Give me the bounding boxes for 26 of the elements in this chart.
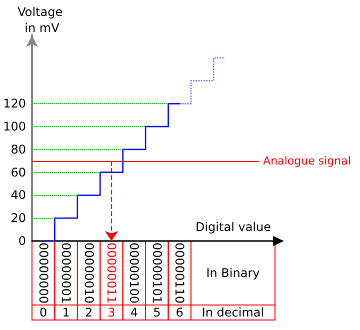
x-axis-title: Digital value — [195, 220, 271, 234]
x-tick-label: 00000011 — [104, 242, 118, 304]
x-tick-label: 00000110 — [172, 242, 187, 304]
y-tick-label: 0 — [18, 234, 26, 248]
text: 5 — [153, 306, 161, 320]
text: 6 — [176, 306, 184, 320]
text: 1 — [62, 306, 70, 320]
text: 4 — [130, 306, 138, 320]
y-tick-label: 20 — [10, 211, 26, 226]
x-tick-label: 00000000 — [36, 242, 50, 304]
y-axis-title: Voltage in mV — [18, 5, 66, 35]
text: 3 — [108, 306, 116, 320]
x-tick-label: 00000001 — [59, 242, 74, 304]
x-tick-label: 00000010 — [82, 242, 96, 304]
x-tick-label: 00000100 — [127, 242, 142, 304]
text: 2 — [84, 306, 93, 320]
text: 0 — [40, 306, 48, 320]
y-tick-label: 100 — [3, 120, 26, 134]
y-tick-label: 120 — [3, 96, 26, 111]
text: In Binary — [206, 266, 260, 280]
y-tick-label: 80 — [10, 142, 26, 156]
y-tick-label: 60 — [10, 165, 26, 180]
text: In decimal — [202, 306, 264, 320]
x-tick-label: 00000101 — [150, 242, 164, 304]
ref-line-label: Analogue signal — [263, 154, 351, 168]
y-tick-label: 40 — [10, 188, 26, 202]
